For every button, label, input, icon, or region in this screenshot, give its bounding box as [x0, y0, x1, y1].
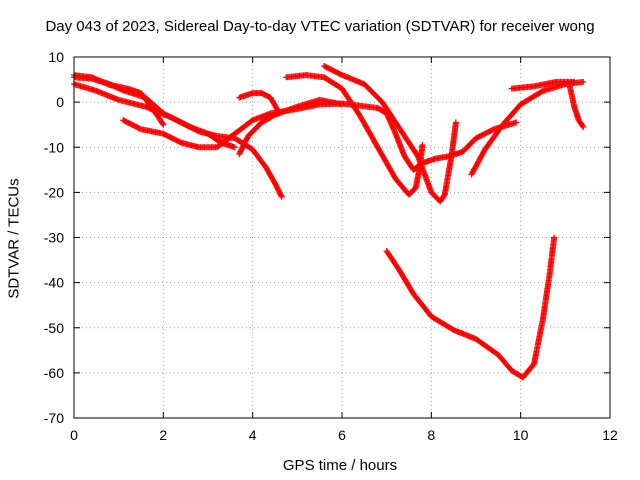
series-track-6	[236, 90, 283, 117]
x-tick-label: 10	[513, 427, 529, 443]
data-point	[452, 119, 459, 126]
y-tick-label: -50	[44, 320, 64, 336]
x-axis-label: GPS time / hours	[282, 457, 398, 474]
series-track-3	[71, 72, 167, 128]
data-point	[580, 123, 587, 130]
data-point	[513, 119, 520, 126]
data-point	[551, 234, 558, 241]
y-tick-label: -70	[44, 410, 64, 426]
data-point	[580, 78, 587, 85]
y-axis-label: SDTVAR / TECUs	[5, 178, 23, 299]
data-point	[579, 122, 586, 129]
plot-frame	[73, 56, 611, 419]
data-point	[231, 144, 238, 151]
x-tick-label: 4	[249, 427, 257, 443]
data-point	[571, 78, 578, 85]
series-track-8	[321, 63, 459, 205]
data-point	[278, 193, 285, 200]
data-marks	[71, 63, 587, 381]
data-point	[278, 192, 285, 199]
chart-title: Day 043 of 2023, Sidereal Day-to-day VTE…	[45, 18, 595, 35]
y-tick-label: -60	[44, 365, 64, 381]
y-tick-label: -30	[44, 230, 64, 246]
series-track-11	[508, 78, 578, 92]
y-tick-label: -20	[44, 184, 64, 200]
data-point	[276, 110, 283, 117]
x-tick-label: 8	[427, 427, 435, 443]
x-tick-label: 12	[602, 427, 618, 443]
data-point	[160, 121, 167, 128]
axis-ticks: 0 2 4 6 8 10 12 10 0 -10 -20 -30 -40 -50 -60 -70	[44, 49, 618, 443]
series-track-10	[468, 78, 587, 178]
series-track-7	[283, 72, 426, 198]
series-track-12	[566, 83, 587, 130]
series-track-4	[120, 100, 520, 173]
data-point	[275, 109, 282, 116]
x-tick-label: 6	[338, 427, 346, 443]
y-tick-label: -40	[44, 275, 64, 291]
data-point	[339, 101, 345, 108]
data-point	[159, 120, 166, 127]
y-tick-label: 0	[56, 94, 64, 110]
y-tick-label: -10	[44, 139, 64, 155]
data-point	[419, 141, 426, 148]
series-track-9	[383, 234, 558, 381]
series-track-5	[236, 96, 345, 158]
x-tick-label: 2	[159, 427, 167, 443]
x-tick-label: 0	[70, 427, 78, 443]
y-tick-label: 10	[48, 49, 64, 65]
